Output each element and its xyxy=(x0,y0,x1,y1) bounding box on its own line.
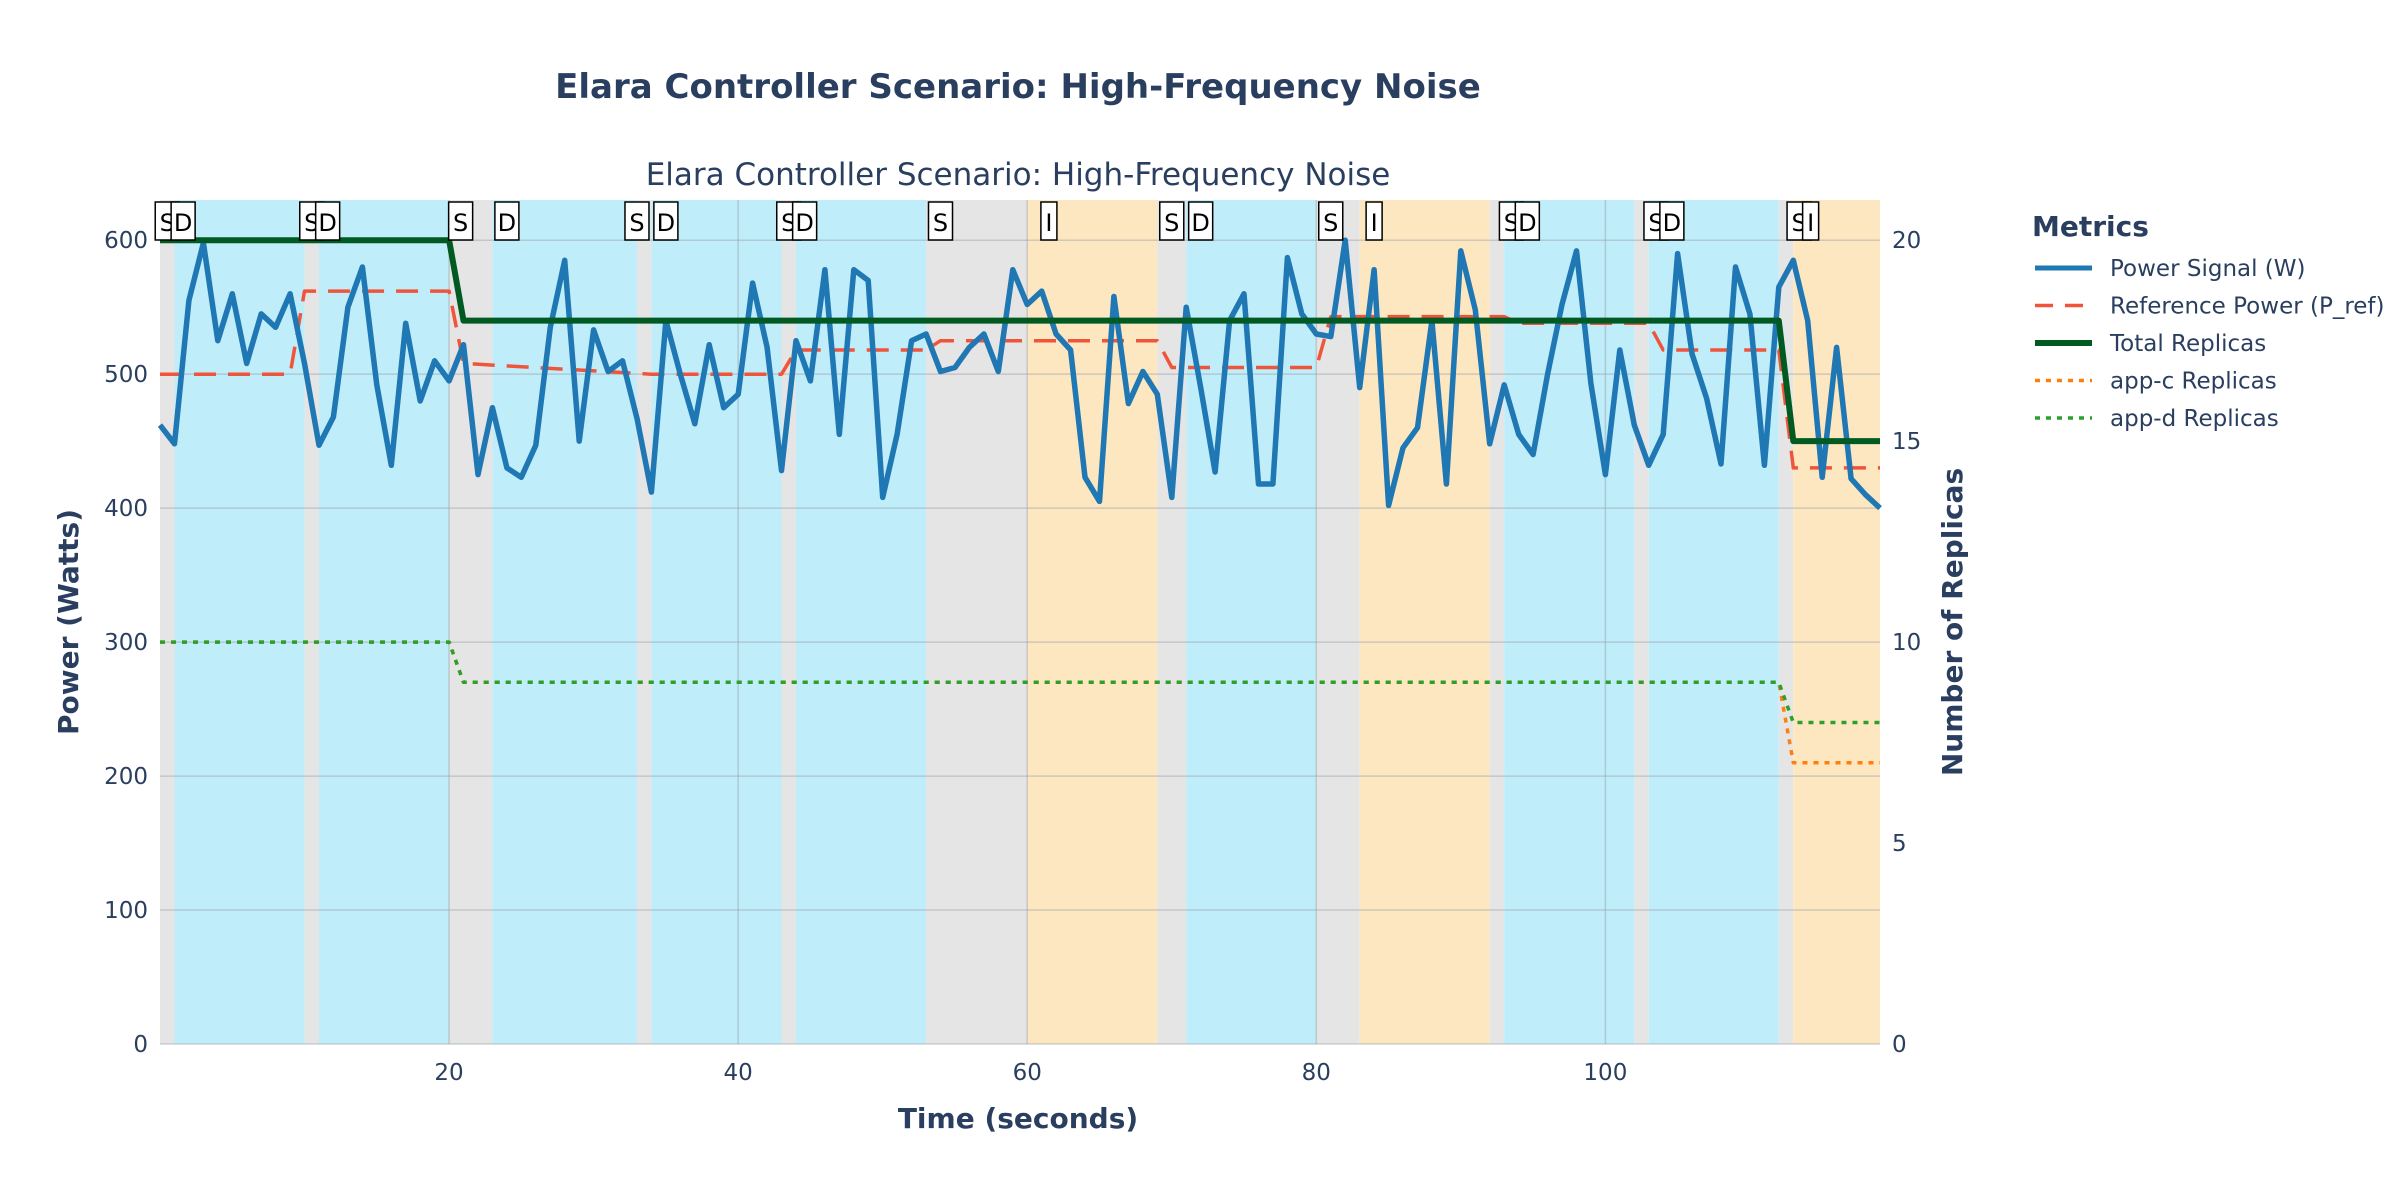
annotation-label: S xyxy=(629,209,644,237)
annotation-box xyxy=(494,201,520,241)
annotation-label: S xyxy=(1164,209,1179,237)
y-tick-label: 400 xyxy=(104,496,148,522)
legend-item-label: app-d Replicas xyxy=(2110,406,2279,432)
annotation-box xyxy=(314,201,341,241)
shaded-region-3 xyxy=(318,200,450,1044)
annotation-box xyxy=(1040,201,1058,241)
x-tick-label: 20 xyxy=(434,1060,463,1086)
annotation-box xyxy=(1187,201,1214,241)
annotation-label: I xyxy=(1045,209,1052,237)
annotation-box xyxy=(1514,201,1541,241)
shaded-regions xyxy=(160,200,1880,1044)
y2-tick-label: 15 xyxy=(1892,429,1921,455)
y-tick-label: 100 xyxy=(104,898,148,924)
annotation-box xyxy=(170,201,196,241)
annotation-box xyxy=(791,201,818,241)
y-tick-label: 200 xyxy=(104,764,148,790)
shaded-region-12 xyxy=(1157,200,1187,1044)
x-tick-label: 40 xyxy=(724,1060,753,1086)
legend-item-label: Reference Power (P_ref) xyxy=(2110,294,2385,320)
annotation-label: D xyxy=(795,209,813,237)
x-tick-label: 80 xyxy=(1302,1060,1331,1086)
shaded-region-10 xyxy=(926,200,1028,1044)
y2-tick-label: 5 xyxy=(1892,831,1907,857)
annotation-label: D xyxy=(657,209,675,237)
annotation-box xyxy=(1801,201,1820,241)
legend-item-label: Power Signal (W) xyxy=(2110,256,2306,282)
y2-tick-label: 10 xyxy=(1892,630,1921,656)
annotation-box xyxy=(1659,201,1685,241)
annotation-box xyxy=(1159,201,1185,241)
x-tick-label: 60 xyxy=(1013,1060,1042,1086)
legend-item-label: Total Replicas xyxy=(2109,331,2266,357)
annotation-label: D xyxy=(1191,209,1209,237)
y2-tick-label: 20 xyxy=(1892,228,1921,254)
annotation-box xyxy=(447,201,474,241)
y2-axis-title: Number of Replicas xyxy=(1936,468,1969,776)
x-axis-title: Time (seconds) xyxy=(898,1102,1138,1135)
annotation-label: S xyxy=(933,209,948,237)
shaded-region-16 xyxy=(1489,200,1505,1044)
shaded-region-15 xyxy=(1359,200,1490,1044)
annotation-label: I xyxy=(1807,209,1814,237)
annotation-box xyxy=(624,201,650,241)
shaded-region-2 xyxy=(304,200,319,1044)
annotation-label: D xyxy=(174,209,192,237)
annotation-label: D xyxy=(1518,209,1536,237)
y-axis-title: Power (Watts) xyxy=(52,509,85,735)
shaded-region-17 xyxy=(1504,200,1635,1044)
annotation-box xyxy=(927,201,954,241)
y-tick-label: 500 xyxy=(104,362,148,388)
shaded-region-8 xyxy=(781,200,796,1044)
shaded-region-13 xyxy=(1186,200,1317,1044)
chart-subtitle: Elara Controller Scenario: High-Frequenc… xyxy=(646,157,1391,193)
annotation-label: D xyxy=(498,209,516,237)
series-lines xyxy=(157,237,1882,765)
axis-ticks: 0 100 200 300 400 500 600 0 5 10 15 20 20 40 60 80 100 xyxy=(104,228,1921,1086)
shaded-region-6 xyxy=(636,200,652,1044)
annotation-label: I xyxy=(1371,209,1378,237)
chart-title: Elara Controller Scenario: High-Frequenc… xyxy=(555,67,1481,107)
annotation-box xyxy=(1365,201,1383,241)
annotation-label: D xyxy=(318,209,336,237)
y-tick-label: 300 xyxy=(104,630,148,656)
y2-tick-label: 0 xyxy=(1892,1032,1907,1058)
shaded-region-18 xyxy=(1634,200,1649,1044)
annotation-label: S xyxy=(453,209,468,237)
legend-item-label: app-c Replicas xyxy=(2110,369,2277,395)
x-tick-label: 100 xyxy=(1583,1060,1627,1086)
series-line-total-replicas xyxy=(160,237,1880,445)
shaded-region-19 xyxy=(1648,200,1779,1044)
legend-title: Metrics xyxy=(2032,210,2149,243)
legend: Metrics Power Signal (W) Reference Power … xyxy=(2032,210,2385,432)
series-line-power-signal-w xyxy=(157,237,1882,511)
annotation-label: S xyxy=(1323,209,1338,237)
series-line-reference-power-p-ref xyxy=(160,289,1880,470)
y-tick-label: 0 xyxy=(133,1032,148,1058)
shaded-region-5 xyxy=(492,200,637,1044)
annotation-label: D xyxy=(1663,209,1681,237)
annotation-box xyxy=(1318,201,1344,241)
shaded-region-11 xyxy=(1027,200,1158,1044)
shaded-region-0 xyxy=(160,200,175,1044)
shaded-region-4 xyxy=(449,200,493,1044)
annotation-box xyxy=(653,201,679,241)
y-tick-label: 600 xyxy=(104,228,148,254)
